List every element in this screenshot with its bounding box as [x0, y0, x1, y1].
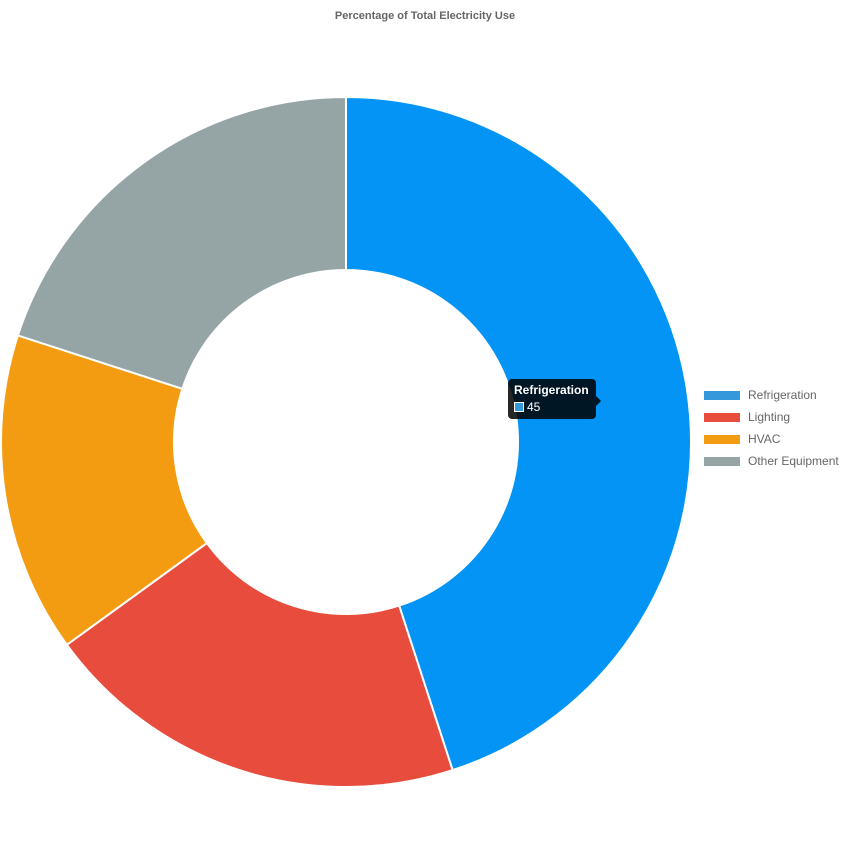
slice-other-equipment[interactable] — [16, 95, 347, 391]
tooltip-title: Refrigeration — [514, 383, 589, 397]
legend-swatch — [704, 412, 740, 422]
tooltip-value: 45 — [527, 400, 541, 414]
tooltip-color-swatch — [514, 402, 524, 412]
chart-title: Percentage of Total Electricity Use — [334, 10, 516, 22]
legend-item-refrigeration[interactable]: Refrigeration — [704, 384, 839, 406]
legend-swatch — [704, 390, 740, 400]
chart-tooltip: Refrigeration 45 — [508, 379, 601, 419]
legend-label: Lighting — [748, 410, 791, 424]
legend-label: HVAC — [748, 432, 781, 446]
slice-refrigeration[interactable] — [345, 95, 692, 772]
legend-item-other-equipment[interactable]: Other Equipment — [704, 450, 839, 472]
legend-swatch — [704, 456, 740, 466]
legend-label: Other Equipment — [748, 454, 839, 468]
slice-lighting[interactable] — [65, 541, 454, 788]
legend-label: Refrigeration — [748, 388, 817, 402]
legend-swatch — [704, 434, 740, 444]
legend-item-lighting[interactable]: Lighting — [704, 406, 839, 428]
chart-legend: Refrigeration Lighting HVAC Other Equipment — [704, 384, 839, 472]
legend-item-hvac[interactable]: HVAC — [704, 428, 839, 450]
slice-hvac[interactable] — [0, 334, 209, 647]
